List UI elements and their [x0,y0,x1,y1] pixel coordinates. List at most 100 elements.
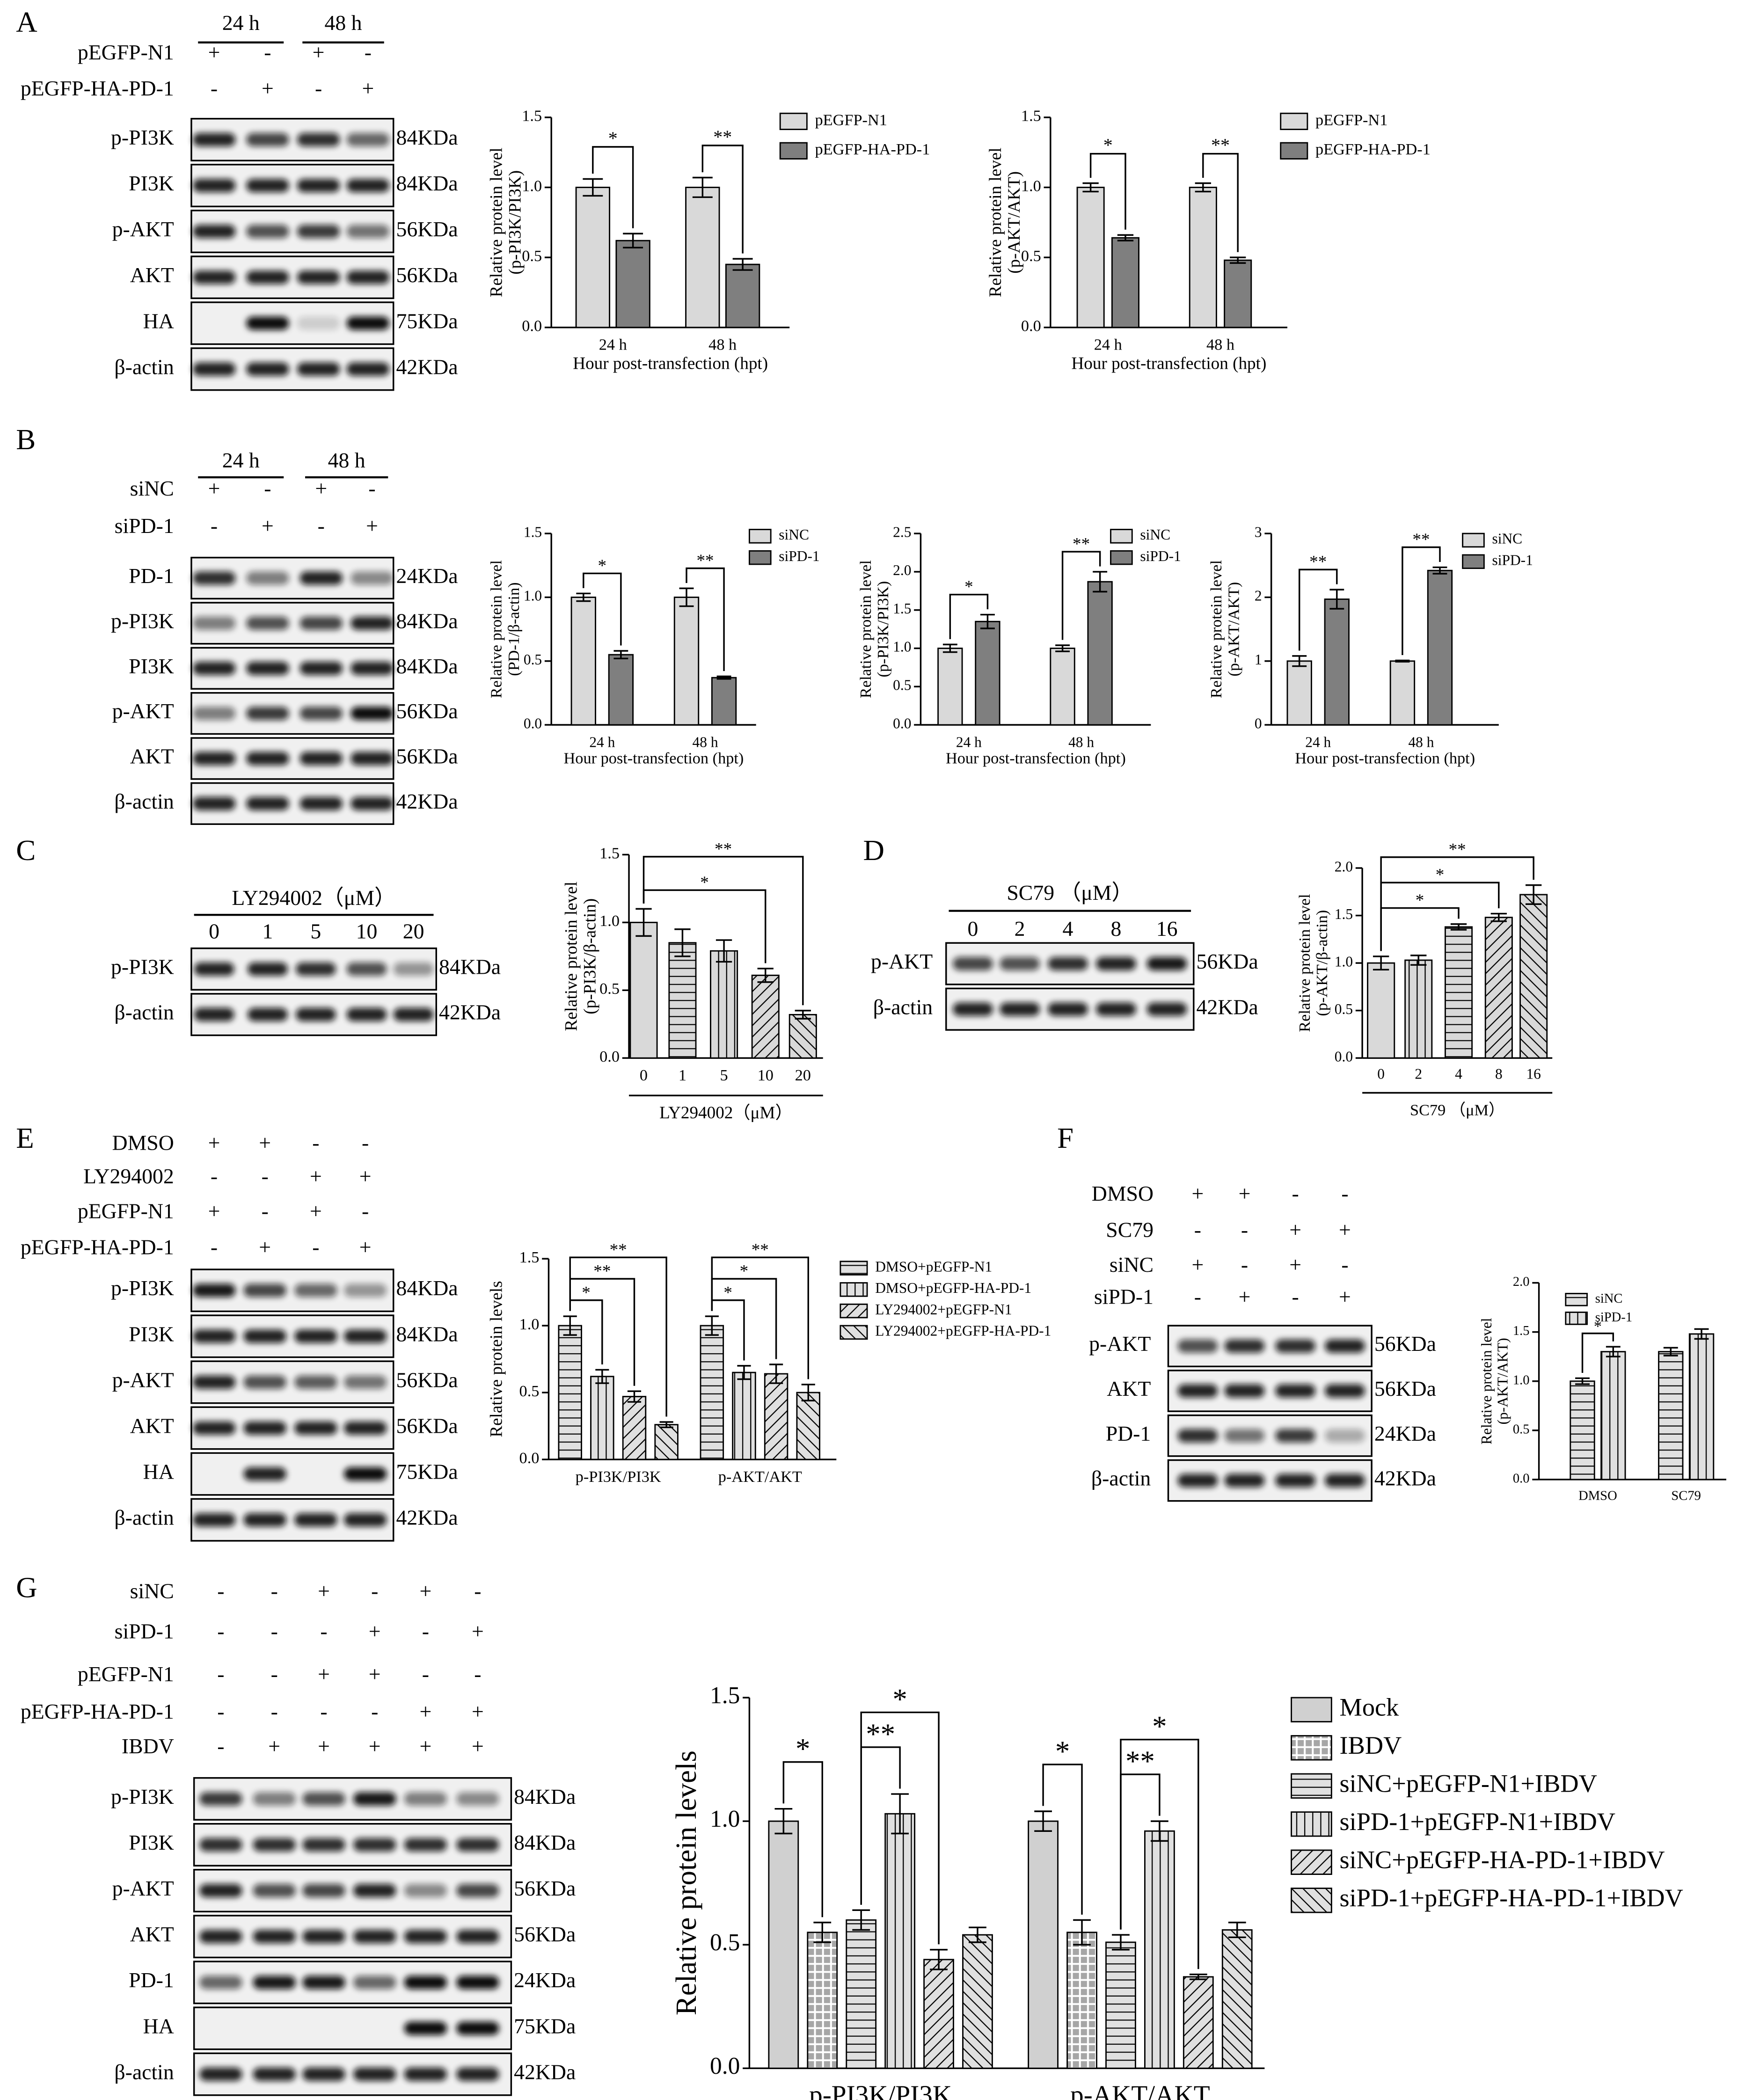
significance-label: ** [1073,535,1090,554]
legend-label: siPD-1 [1140,548,1181,564]
condition-sign: + [472,1699,484,1723]
significance-bracket [1042,1764,1083,1915]
band [299,797,343,810]
x-axis-label: Hour post-transfection (hpt) [1295,749,1475,767]
band [246,225,289,238]
band-size: 56KDa [1374,1332,1436,1356]
bar [558,1325,582,1460]
band [1275,1339,1316,1353]
band [194,962,234,976]
condition-sign: - [1241,1253,1248,1276]
band [192,1513,236,1527]
band [246,316,289,330]
band [350,751,394,766]
bar [1570,1380,1595,1480]
band [243,1467,286,1481]
legend-label: siNC [1140,526,1170,543]
condition-sign: - [320,1619,327,1643]
band [1325,1473,1365,1488]
y-axis-label: Relative protein level [1296,894,1314,1032]
bar [1105,1941,1136,2069]
band-name: β-actin [114,1000,174,1024]
condition-sign: + [366,514,378,538]
band [192,707,236,720]
y-tick-label: 2.0 [893,562,911,578]
condition-sign: - [312,1235,319,1259]
error-bar [1055,644,1070,652]
band-size: 24KDa [514,1968,576,1992]
error-bar [757,968,774,983]
blot-title: LY294002（μM） [232,886,395,910]
band [199,1930,242,1943]
group-label: 24 h [222,11,260,35]
bar [685,187,720,328]
condition-sign: + [369,1619,381,1643]
error-bar [1195,182,1211,193]
error-bar [980,613,995,629]
significance-label: * [892,1683,907,1715]
band [192,179,236,192]
x-tick-label: 24 h [1094,336,1122,354]
band [297,179,340,192]
significance-bracket [711,1256,809,1379]
band [302,1976,345,1990]
condition-sign: + [262,514,274,538]
legend-swatch [1291,1773,1332,1799]
y-axis-label: (PD-1/β-actin) [505,582,523,676]
band-name: HA [143,2014,174,2038]
error-bar [1606,1346,1621,1357]
bar [1183,1976,1214,2069]
condition-sign: - [1292,1284,1299,1308]
condition-sign: - [315,76,322,100]
band [253,1792,296,1806]
band [350,661,394,675]
condition-sign: + [1289,1253,1301,1276]
condition-name: siPD-1 [115,514,174,538]
condition-sign: - [262,1199,269,1223]
condition-sign: + [369,1734,381,1758]
band-size: 84KDa [396,609,458,633]
bar [1076,187,1105,328]
error-bar [659,1421,673,1429]
group-label: 48 h [324,11,362,35]
condition-sign: - [474,1662,481,1686]
band-name: β-actin [114,2060,174,2084]
band [1325,1339,1365,1353]
band [1000,957,1040,970]
bar [732,1371,756,1460]
band [297,225,340,238]
band [404,1976,447,1990]
x-tick-label: 24 h [1305,734,1331,750]
bar [711,677,737,726]
band [404,1884,447,1897]
condition-sign: + [1289,1218,1301,1241]
bar [654,1424,679,1460]
condition-sign: - [211,76,218,100]
condition-name: pEGFP-N1 [78,40,174,64]
band-size: 84KDa [514,1785,576,1808]
band-name: p-AKT [1089,1332,1151,1356]
blot-strip [193,2006,512,2050]
condition-sign: - [312,1131,319,1155]
legend-label: IBDV [1340,1731,1402,1759]
band [346,179,390,192]
band-size: 56KDa [514,1922,576,1946]
y-tick-label: 1.0 [522,177,542,195]
error-bar [623,233,643,248]
band [1096,1002,1136,1016]
significance-bracket [1202,153,1239,252]
error-bar [1228,1921,1246,1939]
band [299,616,343,630]
bar [700,1325,724,1460]
significance-label: ** [610,1240,627,1260]
significance-bracket [949,593,989,639]
condition-sign: - [271,1662,278,1686]
significance-bracket [569,1256,667,1417]
band [243,1513,286,1527]
significance-label: ** [713,126,732,147]
band-name: AKT [130,744,174,768]
x-tick-label: 8 [1495,1066,1503,1082]
y-axis-label: (p-AKT/β-actin) [1313,910,1331,1016]
error-bar [813,1921,832,1943]
